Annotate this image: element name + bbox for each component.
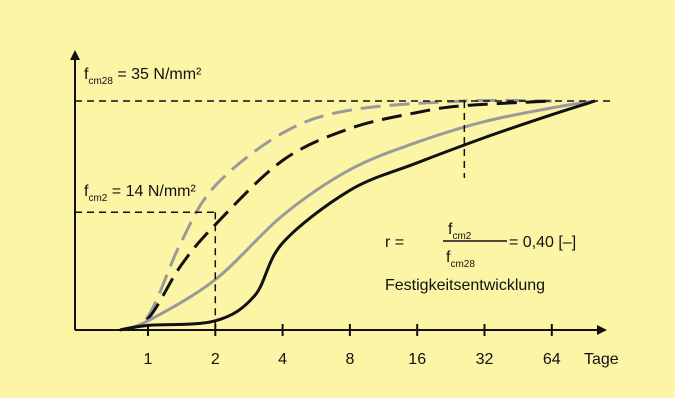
x-tick-label-32: 32 — [476, 351, 494, 368]
x-tick-label-64: 64 — [543, 351, 561, 368]
x-tick-label-2: 2 — [211, 351, 220, 368]
series-line-3 — [119, 99, 596, 332]
chart-caption: Festigkeitsentwicklung — [385, 277, 545, 294]
x-tick-label-16: 16 — [408, 351, 426, 368]
series-line-4 — [119, 99, 596, 332]
ratio-numerator: fcm2 — [448, 221, 472, 242]
x-tick-label-1: 1 — [144, 351, 153, 368]
x-tick-label-4: 4 — [278, 351, 287, 368]
fcm28-label: fcm28 = 35 N/mm² — [84, 66, 202, 87]
x-unit-label: Tage — [584, 351, 619, 368]
reference-lines — [75, 100, 610, 330]
x-tick-label-8: 8 — [345, 351, 354, 368]
series-layer — [119, 98, 596, 332]
ratio-suffix: = 0,40 [–] — [509, 234, 576, 251]
series-line-2 — [119, 99, 552, 332]
ratio-prefix: r = — [385, 234, 404, 251]
x-ticks: 1 2 4 8 16 32 64 — [144, 324, 561, 368]
ratio-formula: r = fcm2 fcm28 = 0,40 [–] — [385, 221, 576, 270]
fcm2-label: fcm2 = 14 N/mm² — [84, 183, 196, 204]
ratio-denominator: fcm28 — [446, 249, 475, 270]
